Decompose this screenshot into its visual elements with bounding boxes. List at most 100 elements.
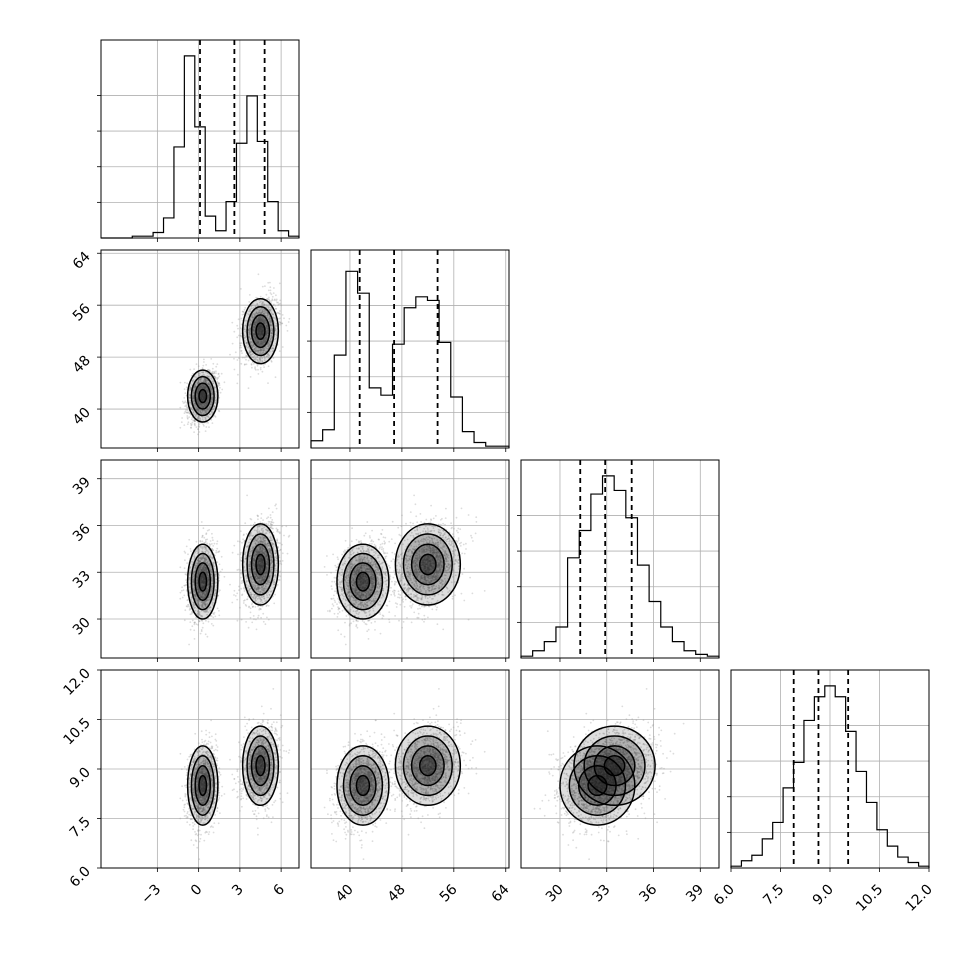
sample-point (262, 363, 265, 366)
sample-point (193, 423, 196, 426)
sample-point (218, 382, 221, 385)
sample-point (252, 345, 255, 348)
sample-point (237, 373, 239, 376)
sample-point (260, 343, 263, 346)
sample-point (266, 305, 269, 308)
sample-point (197, 365, 200, 368)
sample-point (265, 333, 268, 336)
sample-point (202, 390, 205, 393)
sample-point (212, 362, 215, 365)
sample-point (207, 375, 210, 378)
sample-point (244, 324, 247, 327)
sample-point (257, 318, 260, 320)
sample-point (268, 507, 270, 510)
sample-point (200, 392, 203, 395)
sample-point (252, 343, 255, 346)
sample-point (250, 524, 252, 527)
sample-point (189, 548, 192, 550)
sample-point (200, 393, 203, 395)
sample-point (260, 317, 262, 320)
sample-point (264, 339, 267, 342)
sample-point (256, 322, 258, 325)
sample-point (261, 352, 264, 354)
sample-point (251, 602, 254, 604)
sample-point (200, 411, 203, 414)
sample-point (257, 341, 260, 344)
sample-point (207, 368, 210, 371)
sample-point (240, 618, 243, 621)
sample-point (183, 397, 186, 399)
sample-point (193, 413, 196, 415)
sample-point (256, 308, 259, 310)
sample-point (197, 389, 200, 392)
sample-point (216, 561, 219, 564)
sample-point (190, 418, 193, 421)
sample-point (265, 332, 268, 335)
sample-point (239, 346, 241, 349)
sample-point (202, 396, 205, 399)
sample-point (258, 330, 260, 333)
sample-point (201, 367, 204, 369)
sample-point (203, 378, 206, 381)
sample-point (263, 320, 265, 323)
sample-point (233, 357, 235, 360)
sample-point (194, 621, 196, 624)
sample-point (236, 382, 239, 385)
sample-point (260, 331, 263, 333)
sample-point (267, 523, 270, 525)
sample-point (211, 547, 213, 550)
sample-point (220, 372, 223, 375)
sample-point (190, 423, 193, 426)
sample-point (202, 391, 205, 394)
sample-point (202, 527, 205, 530)
sample-point (239, 569, 242, 571)
sample-point (248, 329, 251, 332)
sample-point (198, 431, 201, 433)
sample-point (267, 332, 269, 334)
sample-point (262, 343, 265, 346)
sample-point (189, 412, 191, 415)
sample-point (183, 594, 186, 597)
sample-point (203, 405, 206, 408)
sample-point (261, 329, 264, 331)
sample-point (213, 414, 216, 417)
sample-point (197, 428, 200, 430)
sample-point (218, 410, 221, 413)
sample-point (271, 313, 274, 315)
sample-point (212, 539, 214, 542)
sample-point (242, 310, 245, 313)
sample-point (246, 598, 248, 601)
sample-point (240, 557, 243, 559)
sample-point (247, 387, 250, 390)
sample-point (184, 552, 187, 554)
sample-point (271, 298, 274, 301)
sample-point (255, 369, 257, 371)
sample-point (203, 361, 205, 363)
sample-point (258, 311, 260, 313)
sample-point (211, 532, 213, 535)
sample-point (265, 321, 268, 324)
sample-point (211, 536, 214, 539)
sample-point (188, 538, 191, 541)
sample-point (204, 394, 207, 397)
sample-point (216, 542, 218, 545)
sample-point (260, 513, 263, 515)
sample-point (261, 357, 264, 360)
sample-point (247, 333, 250, 335)
sample-point (275, 294, 277, 297)
sample-point (205, 401, 208, 404)
sample-point (287, 535, 290, 538)
sample-point (186, 382, 189, 385)
sample-point (263, 313, 265, 316)
sample-point (272, 527, 274, 530)
sample-point (270, 360, 273, 363)
sample-point (248, 335, 251, 337)
sample-point (254, 336, 256, 339)
sample-point (196, 416, 199, 419)
sample-point (186, 415, 189, 417)
sample-point (252, 333, 255, 336)
sample-point (261, 360, 264, 363)
sample-point (243, 308, 246, 311)
sample-point (250, 307, 253, 310)
sample-point (218, 609, 220, 612)
